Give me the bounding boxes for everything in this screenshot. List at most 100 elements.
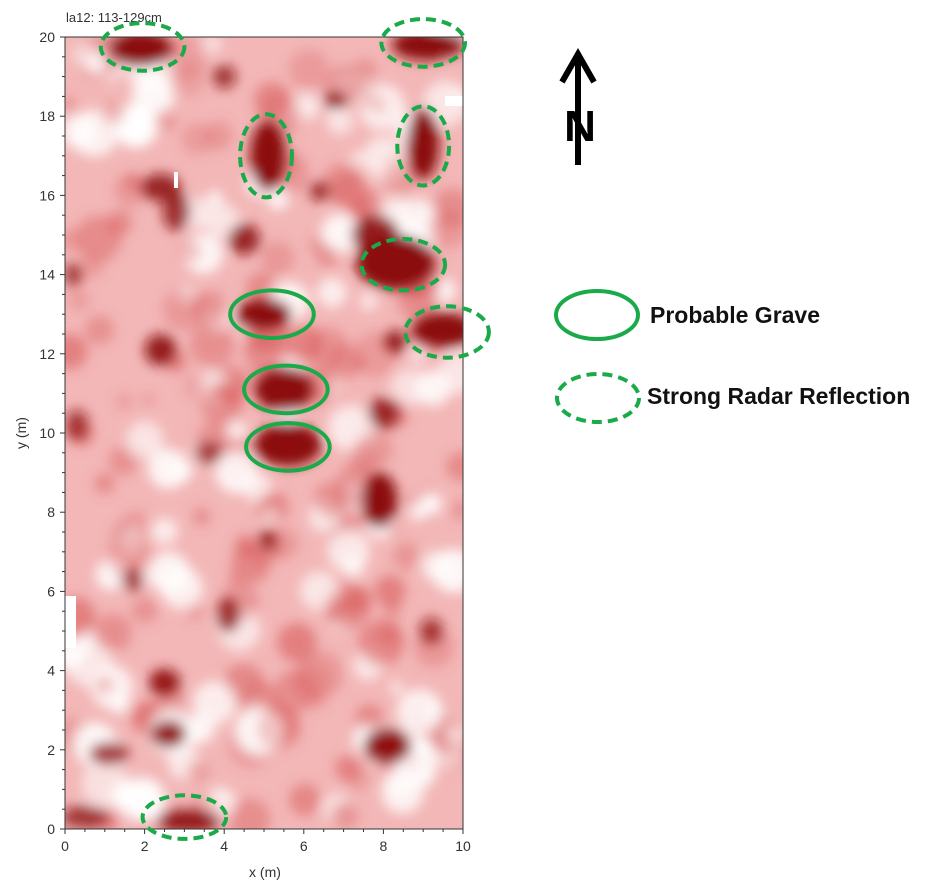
- strong-reflection-outline: [98, 21, 187, 73]
- y-tick-label: 8: [47, 504, 55, 520]
- texture-blob: [410, 348, 426, 364]
- heatmap-area: [65, 37, 463, 829]
- y-tick-label: 12: [39, 346, 55, 362]
- texture-blob: [267, 188, 289, 210]
- y-tick-label: 20: [39, 29, 55, 45]
- texture-blob: [307, 327, 349, 369]
- texture-blob: [192, 291, 229, 328]
- texture-blob: [228, 798, 271, 829]
- reflection-hotspot: [250, 120, 286, 192]
- texture-blob: [353, 357, 366, 370]
- reflection-hotspot: [254, 423, 322, 467]
- texture-blob: [93, 613, 132, 653]
- reflection-hotspot: [108, 37, 173, 67]
- reflection-hotspot: [148, 668, 181, 697]
- texture-blob: [215, 381, 234, 400]
- y-tick-label: 18: [39, 108, 55, 124]
- reflection-hotspot: [258, 530, 278, 550]
- reflection-hotspot: [212, 64, 237, 89]
- x-tick-label: 8: [380, 838, 388, 854]
- data-gap-west: [65, 596, 76, 648]
- texture-blob: [316, 277, 347, 308]
- texture-blob: [355, 704, 384, 733]
- texture-blob: [420, 550, 451, 581]
- legend-probable-grave-symbol: [554, 289, 640, 341]
- texture-blob: [349, 441, 378, 471]
- y-tick-label: 16: [39, 187, 55, 203]
- texture-blob: [95, 676, 113, 694]
- texture-blob: [85, 54, 106, 74]
- y-tick-label: 2: [47, 742, 55, 758]
- texture-blob: [81, 760, 129, 808]
- reflection-hotspot: [236, 298, 292, 331]
- texture-blob: [215, 451, 258, 494]
- texture-blob: [131, 597, 158, 624]
- texture-blob: [115, 393, 133, 411]
- texture-blob: [179, 240, 202, 263]
- texture-blob: [126, 421, 164, 459]
- reflection-hotspot: [361, 472, 398, 528]
- texture-blob: [204, 203, 240, 239]
- x-tick-label: 10: [455, 838, 471, 854]
- reflection-hotspot: [144, 334, 177, 366]
- reflection-hotspot: [216, 597, 241, 633]
- y-tick-label: 10: [39, 425, 55, 441]
- legend-strong-reflection-symbol: [555, 372, 641, 424]
- reflection-hotspot: [351, 215, 400, 255]
- texture-blob: [84, 315, 114, 345]
- texture-blob: [192, 507, 211, 526]
- texture-blob: [358, 619, 405, 666]
- texture-blob: [245, 272, 276, 303]
- texture-blob: [65, 228, 81, 252]
- data-gap-northeast: [445, 96, 463, 106]
- legend-strong-reflection-label: Strong Radar Reflection: [647, 383, 910, 409]
- texture-blob: [75, 215, 122, 262]
- texture-blob: [277, 622, 317, 663]
- texture-blob: [423, 699, 443, 720]
- strong-reflection-outline: [395, 104, 452, 188]
- texture-blob: [147, 448, 189, 489]
- reflection-hotspot: [407, 108, 440, 180]
- texture-blob: [359, 292, 378, 311]
- north-arrow-head: [559, 47, 597, 84]
- texture-blob: [243, 330, 287, 374]
- probable-grave-outline: [228, 288, 316, 341]
- reflection-hotspot: [162, 191, 191, 231]
- y-tick-label: 6: [47, 583, 55, 599]
- strong-reflection-outline: [140, 793, 229, 841]
- reflection-hotspot: [120, 567, 145, 592]
- strong-reflection-outline: [238, 112, 294, 200]
- x-tick-label: 2: [141, 838, 149, 854]
- texture-blob: [108, 445, 139, 476]
- reflection-hotspot: [419, 617, 444, 645]
- x-axis-label: x (m): [249, 864, 281, 880]
- north-label: N: [564, 102, 596, 151]
- y-tick-label: 14: [39, 267, 55, 283]
- reflection-hotspot: [309, 181, 330, 202]
- x-axis: 0 2 4 6 8 10: [61, 829, 471, 854]
- texture-blob: [207, 190, 223, 207]
- texture-blob: [184, 374, 208, 399]
- texture-blob: [202, 37, 222, 54]
- texture-blob: [257, 706, 302, 751]
- outline-layer: [98, 17, 491, 841]
- reflection-hotspot: [391, 37, 463, 61]
- texture-blob: [192, 681, 236, 725]
- reflection-hotspot: [228, 223, 260, 255]
- reflection-hotspot: [88, 741, 129, 766]
- texture-blob: [124, 173, 142, 191]
- strong-reflection-outline: [359, 237, 448, 293]
- north-arrow: N: [559, 47, 597, 165]
- strong-reflection-outline: [379, 17, 468, 69]
- probable-grave-outline: [242, 363, 330, 416]
- reflection-hotspot: [254, 367, 314, 412]
- texture-blob: [65, 98, 76, 113]
- texture-blob: [432, 188, 463, 228]
- texture-blob: [65, 334, 88, 370]
- probable-grave-outline: [244, 421, 332, 473]
- texture-blob: [288, 783, 322, 816]
- texture-blob: [107, 532, 152, 578]
- texture-blob: [160, 567, 204, 610]
- x-tick-label: 0: [61, 838, 69, 854]
- texture-blob: [151, 517, 178, 545]
